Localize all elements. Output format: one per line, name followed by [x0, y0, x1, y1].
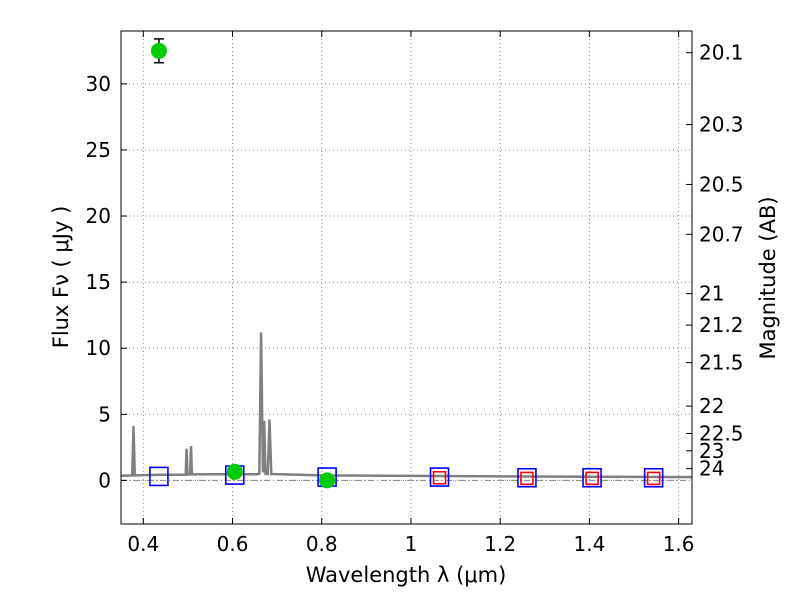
- right-tick-label: 20.3: [699, 113, 744, 137]
- model-blue-square: [643, 467, 664, 488]
- model-blue-square: [582, 467, 602, 488]
- spectrum-line: [120, 332, 693, 479]
- x-tick-label: 0.6: [217, 532, 249, 556]
- observed-point: [319, 472, 336, 489]
- grid-lines: [121, 31, 692, 524]
- y-tick-label: 0: [98, 468, 111, 492]
- axis-ticks: 0.4 0.6 0.8 1 1.2 1.4 1.6 0 5 10 15 20 25 30 20.1 20.3 2…: [86, 31, 744, 556]
- data-points: [149, 38, 664, 489]
- x-tick-label: 0.8: [306, 532, 338, 556]
- y-tick-label: 10: [86, 336, 111, 360]
- right-tick-label: 20.7: [699, 222, 744, 246]
- model-red-square: [520, 471, 534, 486]
- model-blue-square: [517, 467, 537, 488]
- right-tick-label: 21: [699, 282, 724, 306]
- right-tick-label: 21.5: [699, 351, 744, 375]
- y-tick-label: 5: [98, 402, 111, 426]
- right-tick-label: 20.1: [699, 41, 744, 65]
- right-tick-label: 24: [699, 457, 724, 481]
- axes-frame: [120, 30, 693, 525]
- y-axis-label: Flux Fν ( μJy ): [49, 206, 73, 349]
- right-tick-label: 20.5: [699, 172, 744, 196]
- model-red-square: [585, 471, 599, 486]
- observed-point: [226, 463, 243, 480]
- right-tick-label: 23: [699, 439, 724, 463]
- y-tick-label: 30: [86, 72, 111, 96]
- model-blue-square: [429, 467, 450, 487]
- model-red-square: [432, 470, 447, 485]
- y-tick-label: 15: [86, 270, 111, 294]
- x-tick-label: 0.4: [127, 532, 159, 556]
- x-tick-label: 1.4: [573, 532, 605, 556]
- x-axis-label: Wavelength λ (μm): [306, 563, 507, 587]
- model-blue-square: [149, 466, 169, 487]
- right-axis-label: Magnitude (AB): [756, 196, 780, 359]
- x-tick-label: 1.6: [663, 532, 695, 556]
- right-tick-label: 22.5: [699, 421, 744, 445]
- right-tick-label: 22: [699, 394, 724, 418]
- model-spectrum: [120, 332, 693, 479]
- y-tick-label: 25: [86, 138, 111, 162]
- right-tick-label: 21.2: [699, 313, 744, 337]
- x-tick-label: 1.2: [484, 532, 516, 556]
- x-tick-label: 1: [405, 532, 418, 556]
- y-tick-label: 20: [86, 204, 111, 228]
- observed-point: [150, 42, 167, 59]
- model-red-square: [646, 471, 661, 486]
